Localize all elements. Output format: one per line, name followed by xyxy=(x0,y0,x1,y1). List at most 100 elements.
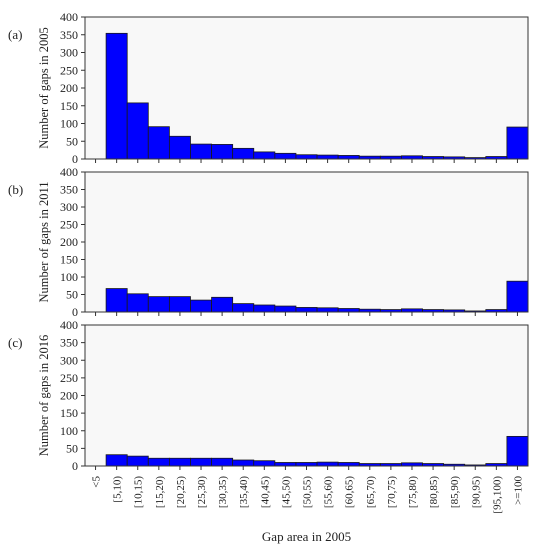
bar-1-2 xyxy=(126,102,149,160)
plot-area xyxy=(85,325,528,466)
bar-2-3 xyxy=(147,296,170,313)
xtick-label: [90,95) xyxy=(470,476,482,508)
ytick-label: 300 xyxy=(60,353,78,367)
bar-1-10 xyxy=(295,154,318,160)
bar-1-3 xyxy=(147,126,170,160)
xtick-label: [70,75) xyxy=(386,476,398,508)
xtick-label: [10,15) xyxy=(133,476,145,508)
bar-2-8 xyxy=(253,304,276,313)
ytick-label: 0 xyxy=(72,152,78,166)
bar-2-4 xyxy=(168,296,191,313)
xtick-label: [30,35) xyxy=(217,476,229,508)
ytick-label: 200 xyxy=(60,235,78,249)
bar-3-6 xyxy=(211,457,234,467)
bar-1-7 xyxy=(232,147,255,160)
bar-1-4 xyxy=(168,135,191,160)
ytick-label: 400 xyxy=(60,318,78,332)
panel-label: (b) xyxy=(8,182,23,197)
xtick-label: [15,20) xyxy=(154,476,166,508)
ytick-label: 250 xyxy=(60,218,78,232)
ytick-label: 150 xyxy=(60,99,78,113)
ytick-label: 0 xyxy=(72,305,78,319)
bar-2-20 xyxy=(506,280,529,313)
xtick-label: [45,50) xyxy=(280,476,292,508)
ytick-label: 350 xyxy=(60,336,78,350)
xtick-label: [80,85) xyxy=(428,476,440,508)
ytick-label: 350 xyxy=(60,183,78,197)
ytick-label: 150 xyxy=(60,253,78,267)
bar-3-3 xyxy=(147,457,170,467)
bar-3-11 xyxy=(316,461,339,467)
panel-1 xyxy=(81,16,529,163)
panel-label: (a) xyxy=(8,27,22,42)
ytick-label: 0 xyxy=(72,459,78,473)
bar-1-5 xyxy=(190,143,212,160)
bar-1-11 xyxy=(316,154,339,160)
bar-2-6 xyxy=(211,296,234,313)
bar-1-20 xyxy=(506,126,529,160)
xtick-label: [85,90) xyxy=(449,476,461,508)
bar-1-9 xyxy=(274,152,297,160)
y-axis-label: Number of gaps in 2005 xyxy=(37,27,51,149)
plot-area xyxy=(85,172,528,312)
bar-2-1 xyxy=(105,288,128,313)
xtick-label: [75,80) xyxy=(407,476,419,508)
ytick-label: 400 xyxy=(60,165,78,179)
panel-3 xyxy=(81,324,529,470)
y-axis-label: Number of gaps in 2011 xyxy=(37,181,51,302)
bar-2-5 xyxy=(190,299,212,313)
ytick-label: 300 xyxy=(60,46,78,60)
ytick-label: 400 xyxy=(60,10,78,24)
ytick-label: 100 xyxy=(60,424,78,438)
ytick-label: 250 xyxy=(60,371,78,385)
xtick-label: [25,30) xyxy=(196,476,208,508)
x-axis-label: Gap area in 2005 xyxy=(262,529,351,544)
bar-1-12 xyxy=(337,155,360,160)
xtick-label: [65,70) xyxy=(365,476,377,508)
xtick-label: <5 xyxy=(91,476,103,488)
xtick-label: [5,10) xyxy=(112,476,124,503)
bar-1-8 xyxy=(253,151,276,160)
bar-3-12 xyxy=(337,462,360,467)
bar-3-2 xyxy=(126,455,149,467)
panel-2 xyxy=(81,171,529,316)
xtick-label: [55,60) xyxy=(323,476,335,508)
bar-2-7 xyxy=(232,303,255,313)
ytick-label: 100 xyxy=(60,270,78,284)
xtick-label: >=100 xyxy=(512,476,524,505)
ytick-label: 200 xyxy=(60,81,78,95)
ytick-label: 150 xyxy=(60,406,78,420)
bar-2-10 xyxy=(295,307,318,313)
bar-3-7 xyxy=(232,459,255,467)
ytick-label: 200 xyxy=(60,389,78,403)
bar-3-9 xyxy=(274,462,297,467)
panel-label: (c) xyxy=(8,335,22,350)
bar-3-1 xyxy=(105,454,128,467)
ytick-label: 100 xyxy=(60,117,78,131)
bar-3-20 xyxy=(506,435,529,467)
ytick-label: 50 xyxy=(66,288,78,302)
ytick-label: 50 xyxy=(66,441,78,455)
bar-3-8 xyxy=(253,460,276,467)
xtick-label: [35,40) xyxy=(238,476,250,508)
ytick-label: 250 xyxy=(60,63,78,77)
ytick-label: 350 xyxy=(60,28,78,42)
bar-2-9 xyxy=(274,305,297,313)
bar-1-6 xyxy=(211,144,234,160)
bar-3-10 xyxy=(295,462,318,467)
xtick-label: [40,45) xyxy=(259,476,271,508)
xtick-label: [95,100) xyxy=(491,476,503,514)
bar-2-2 xyxy=(126,293,149,313)
bar-3-5 xyxy=(190,457,212,467)
xtick-label: [50,55) xyxy=(302,476,314,508)
xtick-label: [60,65) xyxy=(344,476,356,508)
ytick-label: 300 xyxy=(60,200,78,214)
y-axis-label: Number of gaps in 2016 xyxy=(37,335,51,457)
bar-2-11 xyxy=(316,307,339,313)
ytick-label: 50 xyxy=(66,134,78,148)
xtick-label: [20,25) xyxy=(175,476,187,508)
bar-3-4 xyxy=(168,457,191,467)
bar-2-12 xyxy=(337,308,360,313)
